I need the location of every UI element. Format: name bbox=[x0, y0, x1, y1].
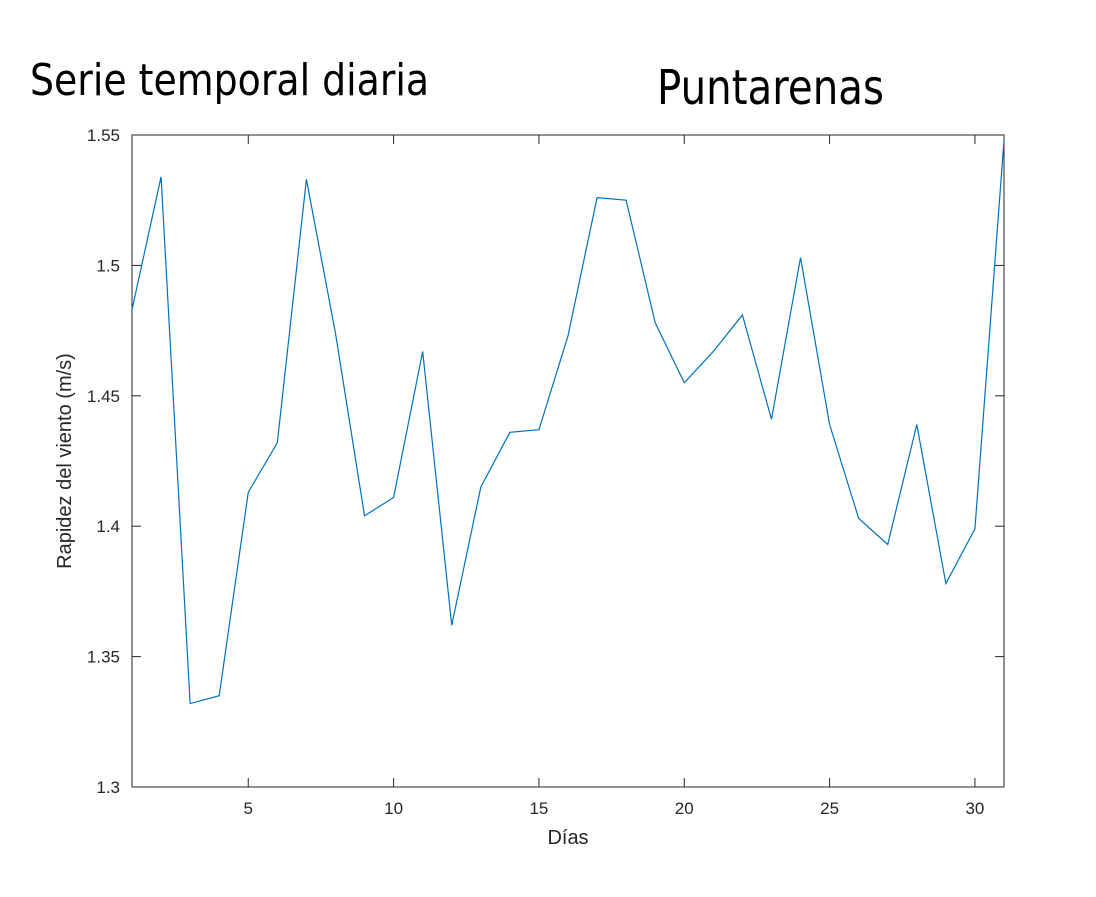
x-tick-label: 5 bbox=[244, 799, 253, 818]
y-tick-label: 1.55 bbox=[87, 126, 120, 145]
x-tick-labels: 5 10 15 20 25 30 bbox=[244, 799, 985, 818]
series-line bbox=[131, 140, 1005, 705]
axes-box bbox=[131, 134, 1005, 788]
y-tick-label: 1.4 bbox=[96, 517, 120, 536]
y-tick-label: 1.45 bbox=[87, 387, 120, 406]
station-title: Puntarenas bbox=[657, 60, 884, 116]
axis-ticks bbox=[132, 134, 1004, 788]
x-axis-label: Días bbox=[547, 827, 588, 849]
plot-area-frame bbox=[131, 134, 1005, 788]
x-tick-label: 20 bbox=[675, 799, 694, 818]
y-axis-label: Rapidez del viento (m/s) bbox=[54, 353, 76, 569]
series-layer bbox=[131, 140, 1005, 705]
y-tick-labels: 1.3 1.35 1.4 1.45 1.5 1.55 bbox=[87, 126, 120, 797]
x-tick-label: 10 bbox=[384, 799, 403, 818]
y-tick-label: 1.5 bbox=[96, 256, 120, 275]
x-tick-label: 25 bbox=[820, 799, 839, 818]
y-tick-label: 1.3 bbox=[96, 778, 120, 797]
x-tick-label: 15 bbox=[529, 799, 548, 818]
y-tick-label: 1.35 bbox=[87, 648, 120, 667]
x-tick-label: 30 bbox=[965, 799, 984, 818]
figure-title: Serie temporal diaria bbox=[30, 55, 430, 106]
